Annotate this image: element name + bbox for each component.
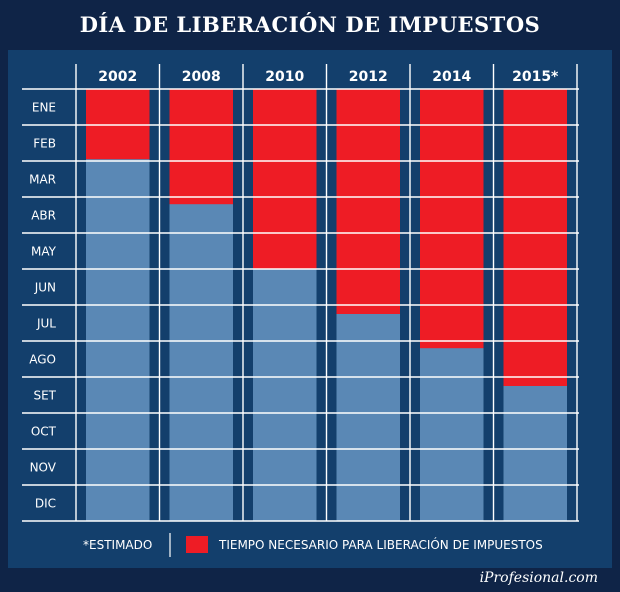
month-label-9: SET <box>33 389 56 403</box>
bar-tax-4 <box>336 89 400 314</box>
month-label-1: ENE <box>32 101 56 115</box>
month-label-7: JUL <box>36 317 56 331</box>
year-label-3: 2010 <box>265 69 304 85</box>
month-label-3: MAR <box>29 173 56 187</box>
legend-note: *ESTIMADO <box>83 538 152 552</box>
month-label-5: MAY <box>31 245 57 259</box>
month-label-11: NOV <box>30 461 57 475</box>
month-label-6: JUN <box>34 281 56 295</box>
bar-tax-5 <box>420 89 484 349</box>
year-label-4: 2012 <box>349 69 388 85</box>
legend-label: TIEMPO NECESARIO PARA LIBERACIÓN DE IMPU… <box>218 537 543 552</box>
year-labels: 2002 2008 2010 2012 2014 2015* <box>98 69 559 85</box>
grid-lines <box>22 64 579 522</box>
year-label-6: 2015* <box>512 69 559 85</box>
bar-tax-3 <box>253 89 317 269</box>
year-label-2: 2008 <box>182 69 221 85</box>
header <box>0 0 620 50</box>
chart-title: DÍA DE LIBERACIÓN DE IMPUESTOS <box>79 12 541 37</box>
bar-tax-2 <box>169 89 233 205</box>
year-label-1: 2002 <box>98 69 137 85</box>
month-label-8: AGO <box>29 353 56 367</box>
month-label-12: DIC <box>35 497 56 511</box>
legend: *ESTIMADO TIEMPO NECESARIO PARA LIBERACI… <box>83 533 543 557</box>
footer <box>0 568 620 592</box>
month-label-4: ABR <box>31 209 56 223</box>
source-credit: iProfesional.com <box>479 570 598 586</box>
month-label-2: FEB <box>33 137 56 151</box>
month-labels: ENE FEB MAR ABR MAY JUN JUL AGO SET OCT NOV DIC <box>29 101 57 511</box>
bar-tax-6 <box>503 89 567 386</box>
year-label-5: 2014 <box>432 69 471 85</box>
legend-swatch <box>186 536 208 553</box>
month-label-10: OCT <box>31 425 57 439</box>
bar-tax-1 <box>86 89 150 160</box>
